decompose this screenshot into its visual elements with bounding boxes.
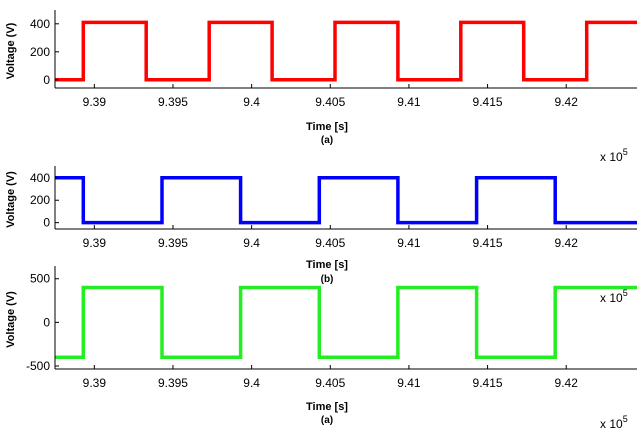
- x-tick-label: 9.4: [243, 376, 260, 390]
- x-multiplier-exponent: 5: [623, 414, 628, 424]
- y-tick-label: 0: [43, 315, 50, 329]
- x-tick-label: 9.395: [158, 95, 188, 109]
- y-tick-label: -500: [26, 359, 50, 373]
- x-tick-label: 9.39: [83, 95, 107, 109]
- x-tick-label: 9.39: [83, 376, 107, 390]
- x-tick-label: 9.41: [397, 376, 421, 390]
- x-tick-label: 9.405: [315, 376, 345, 390]
- y-axis-label: Voltage (V): [5, 291, 17, 348]
- x-tick-label: 9.405: [315, 95, 345, 109]
- y-tick-label: 400: [30, 171, 50, 185]
- x-tick-label: 9.41: [397, 95, 421, 109]
- series-line-0: [55, 285, 637, 360]
- x-tick-label: 9.42: [555, 95, 579, 109]
- y-axis-label: Voltage (V): [5, 22, 17, 79]
- x-tick-label: 9.395: [158, 236, 188, 250]
- y-tick-label: 200: [30, 193, 50, 207]
- y-tick-label: 400: [30, 17, 50, 31]
- panel-caption: (a): [321, 415, 333, 426]
- panel-c: 9.39 9.395 9.4 9.405 9.41 9.415 9.42 -500 0 500 V…: [5, 266, 637, 431]
- x-multiplier-exponent: 5: [623, 288, 628, 298]
- y-tick-label: 200: [30, 45, 50, 59]
- x-tick-label: 9.405: [315, 236, 345, 250]
- x-tick-label: 9.415: [473, 236, 503, 250]
- panel-caption: (a): [321, 135, 333, 146]
- x-multiplier-exponent: 5: [623, 147, 628, 157]
- x-axis-label: Time [s]: [306, 121, 348, 133]
- series-line-0: [55, 176, 637, 225]
- x-multiplier-base: x 10: [600, 417, 623, 431]
- panel-a: 9.39 9.395 9.4 9.405 9.41 9.415 9.42 0 200 400 Vo…: [5, 10, 637, 164]
- series-line-0: [55, 20, 637, 82]
- y-tick-label: 0: [43, 216, 50, 230]
- x-tick-label: 9.4: [243, 236, 260, 250]
- x-tick-label: 9.415: [473, 95, 503, 109]
- y-tick-label: 0: [43, 73, 50, 87]
- panel-b: 9.39 9.395 9.4 9.405 9.41 9.415 9.42 0 200 400 Vo…: [5, 166, 637, 305]
- x-tick-label: 9.41: [397, 236, 421, 250]
- x-axis-label: Time [s]: [306, 259, 348, 271]
- x-tick-label: 9.42: [555, 236, 579, 250]
- x-axis-label: Time [s]: [306, 401, 348, 413]
- x-multiplier-base: x 10: [600, 291, 623, 305]
- panel-caption: (b): [321, 274, 334, 285]
- y-tick-label: 500: [30, 272, 50, 286]
- x-multiplier-base: x 10: [600, 150, 623, 164]
- x-multiplier: x 105: [600, 414, 628, 431]
- x-tick-label: 9.395: [158, 376, 188, 390]
- y-axis-label: Voltage (V): [5, 171, 17, 228]
- x-tick-label: 9.4: [243, 95, 260, 109]
- x-tick-label: 9.415: [473, 376, 503, 390]
- x-tick-label: 9.42: [555, 376, 579, 390]
- x-multiplier: x 105: [600, 288, 628, 305]
- x-tick-label: 9.39: [83, 236, 107, 250]
- x-multiplier: x 105: [600, 147, 628, 164]
